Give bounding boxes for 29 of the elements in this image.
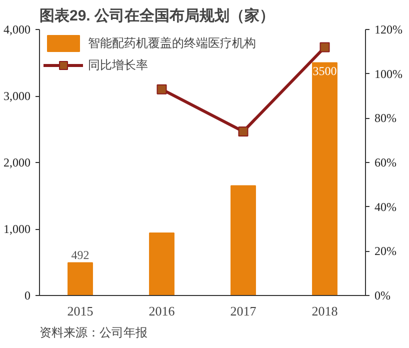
bar bbox=[68, 262, 93, 296]
legend-label: 智能配药机覆盖的终端医疗机构 bbox=[88, 34, 256, 52]
bar bbox=[230, 185, 256, 296]
x-tick-label: 2018 bbox=[312, 304, 338, 318]
bar bbox=[149, 232, 174, 296]
y2-tick-label: 40% bbox=[374, 200, 396, 214]
legend-label: 同比增长率 bbox=[88, 56, 148, 74]
y2-tick-label: 120% bbox=[374, 22, 402, 36]
data-label: 3500 bbox=[312, 64, 337, 78]
y-tick-label: 4,000 bbox=[4, 22, 30, 36]
x-tick-label: 2015 bbox=[67, 304, 94, 318]
text: 资料来源：公司年报 bbox=[40, 326, 148, 340]
y2-tick-label: 0% bbox=[374, 288, 390, 302]
x-tick-label: 2017 bbox=[230, 304, 257, 318]
y-tick-label: 0 bbox=[24, 288, 30, 302]
data-label: 492 bbox=[71, 248, 90, 262]
point bbox=[156, 84, 167, 94]
point bbox=[320, 42, 330, 52]
y-tick-label: 1,000 bbox=[4, 222, 30, 236]
x-tick-label: 2016 bbox=[148, 304, 176, 318]
y2-tick-label: 20% bbox=[374, 244, 396, 258]
chart-title: 图表29. 公司在全国布局规划（家） bbox=[40, 6, 275, 24]
point bbox=[238, 126, 248, 136]
y2-tick-label: 80% bbox=[374, 111, 396, 126]
y-tick-label: 3,000 bbox=[4, 89, 30, 103]
y-tick-label: 2,000 bbox=[4, 156, 30, 170]
y2-tick-label: 100% bbox=[374, 66, 402, 81]
bar bbox=[312, 62, 338, 296]
y2-tick-label: 60% bbox=[374, 156, 396, 170]
